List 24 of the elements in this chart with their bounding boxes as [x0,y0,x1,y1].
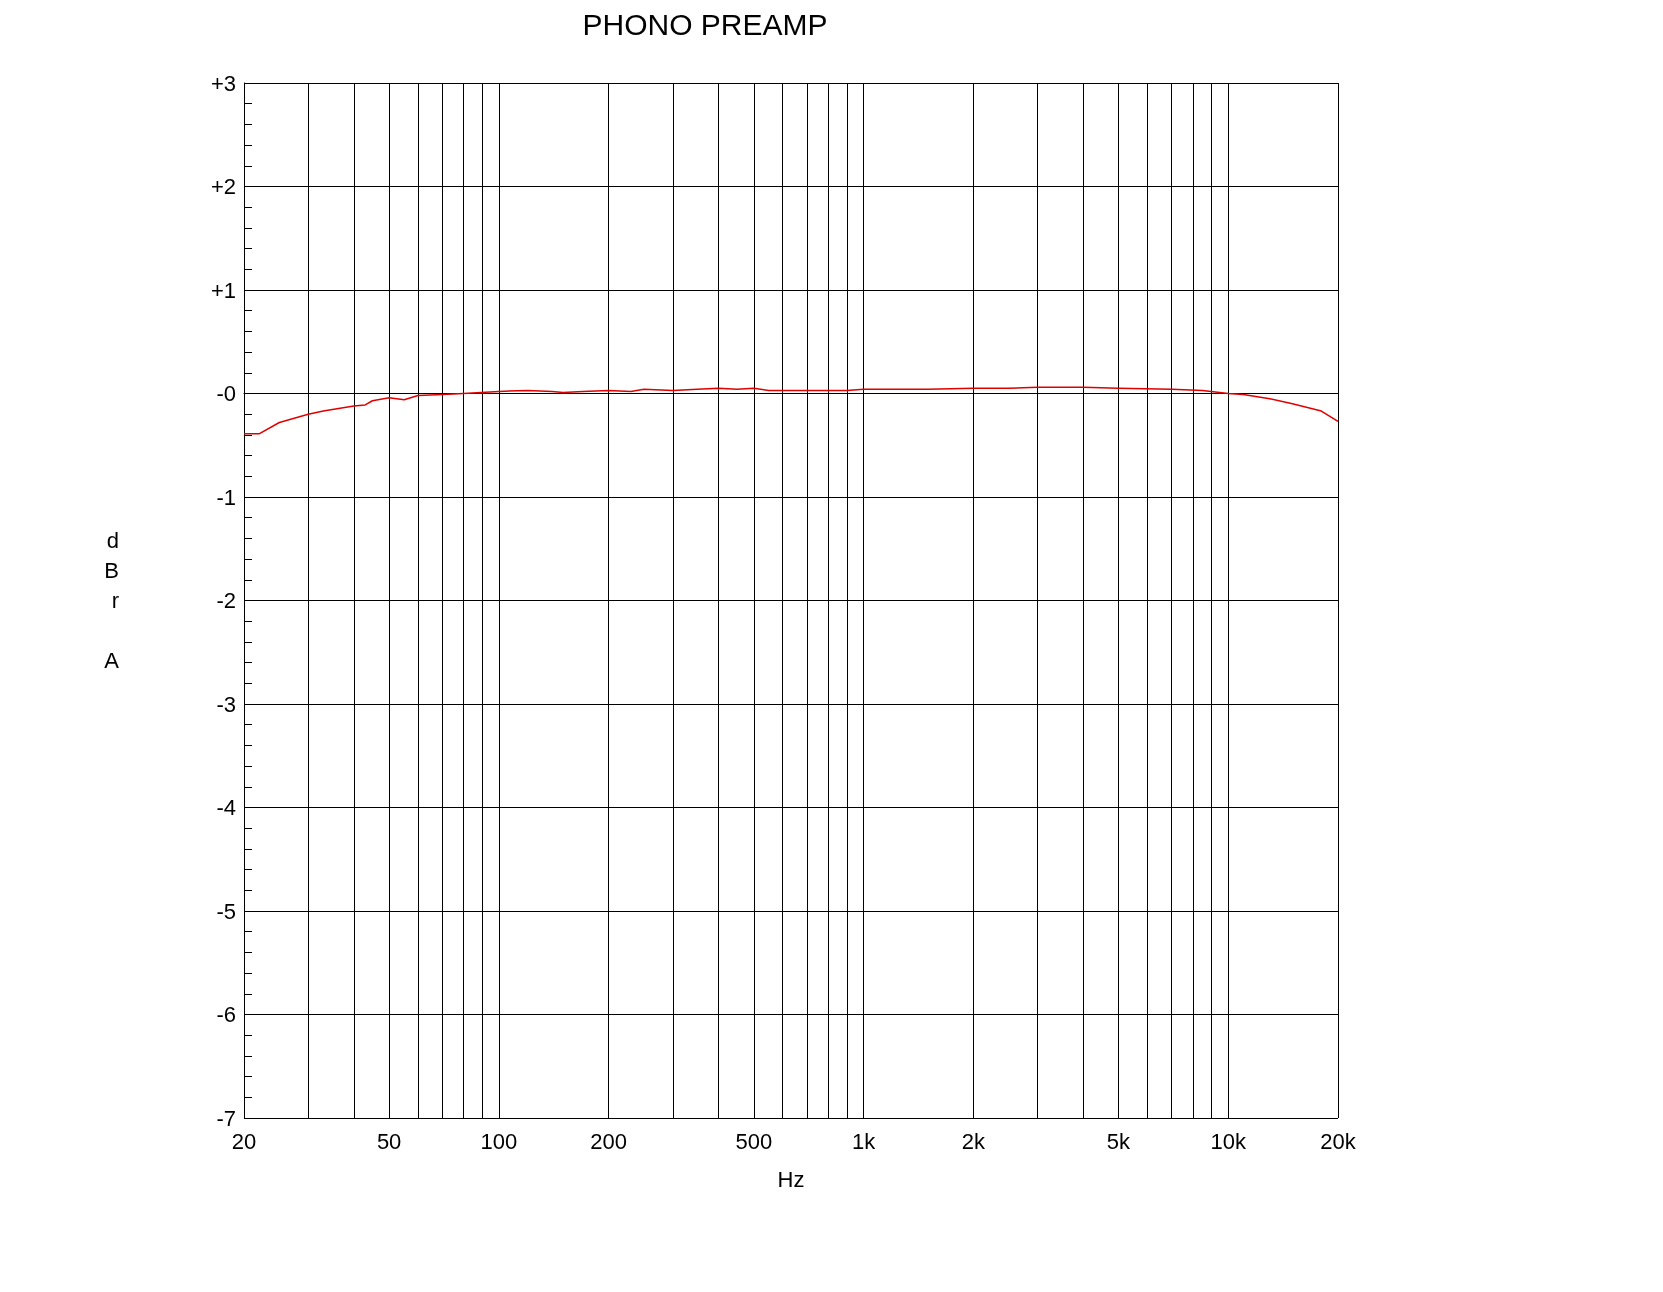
x-tick-label: 200 [590,1128,628,1154]
y-tick-label: +3 [210,70,236,96]
y-tick-label: -0 [216,381,236,406]
text: dBr A [104,528,119,673]
y-tick-label: -3 [216,691,236,717]
y-tick-label: +1 [210,277,236,303]
y-tick-label: -6 [216,1002,236,1027]
x-tick-label: 5k [1106,1128,1132,1154]
x-tick-label: 20 [231,1128,257,1154]
y-tick-label: -1 [216,484,236,510]
x-tick-label: 10k [1210,1128,1247,1154]
y-tick-label: +2 [210,174,236,199]
x-tick-label: 2k [961,1128,986,1154]
y-tick-label: -2 [216,588,236,613]
x-tick-label: 500 [735,1128,773,1154]
x-tick-label: 100 [480,1128,518,1154]
x-tick-label: 1k [851,1128,877,1154]
chart-title: PHONO PREAMP [582,7,828,41]
y-tick-label: -4 [216,795,236,820]
x-tick-label: 20k [1320,1128,1357,1154]
y-tick-label: -5 [216,898,236,924]
y-tick-label: -7 [216,1105,236,1131]
x-axis-title: Hz [777,1166,805,1192]
x-tick-label: 50 [376,1128,402,1154]
